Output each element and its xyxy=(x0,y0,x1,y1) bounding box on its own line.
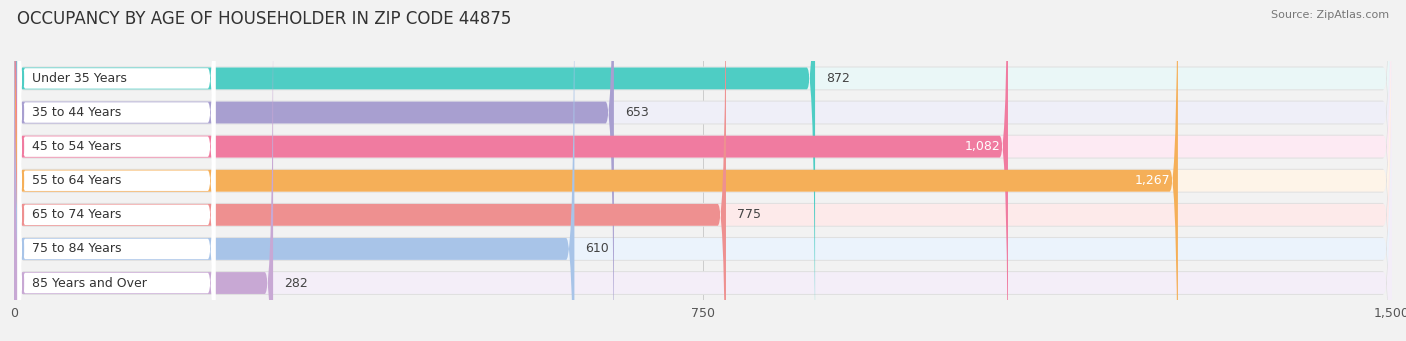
Text: 653: 653 xyxy=(624,106,648,119)
FancyBboxPatch shape xyxy=(14,0,1392,341)
Text: 75 to 84 Years: 75 to 84 Years xyxy=(32,242,122,255)
FancyBboxPatch shape xyxy=(14,0,273,341)
FancyBboxPatch shape xyxy=(14,0,725,341)
Text: 775: 775 xyxy=(737,208,761,221)
FancyBboxPatch shape xyxy=(14,0,1008,341)
FancyBboxPatch shape xyxy=(18,0,215,341)
Text: 55 to 64 Years: 55 to 64 Years xyxy=(32,174,122,187)
FancyBboxPatch shape xyxy=(18,0,215,341)
Text: 65 to 74 Years: 65 to 74 Years xyxy=(32,208,122,221)
FancyBboxPatch shape xyxy=(14,0,1392,341)
FancyBboxPatch shape xyxy=(14,0,1392,341)
Text: 45 to 54 Years: 45 to 54 Years xyxy=(32,140,122,153)
Text: 610: 610 xyxy=(585,242,609,255)
FancyBboxPatch shape xyxy=(14,0,1392,341)
FancyBboxPatch shape xyxy=(14,0,1392,341)
Text: 282: 282 xyxy=(284,277,308,290)
FancyBboxPatch shape xyxy=(14,0,1178,341)
FancyBboxPatch shape xyxy=(14,0,575,341)
FancyBboxPatch shape xyxy=(14,0,1392,341)
Text: OCCUPANCY BY AGE OF HOUSEHOLDER IN ZIP CODE 44875: OCCUPANCY BY AGE OF HOUSEHOLDER IN ZIP C… xyxy=(17,10,512,28)
Text: 1,082: 1,082 xyxy=(965,140,1001,153)
FancyBboxPatch shape xyxy=(14,0,1392,341)
Text: Source: ZipAtlas.com: Source: ZipAtlas.com xyxy=(1271,10,1389,20)
FancyBboxPatch shape xyxy=(14,0,1392,341)
FancyBboxPatch shape xyxy=(14,0,1392,341)
FancyBboxPatch shape xyxy=(18,0,215,341)
FancyBboxPatch shape xyxy=(14,0,1392,341)
FancyBboxPatch shape xyxy=(14,0,815,341)
FancyBboxPatch shape xyxy=(14,0,1392,341)
FancyBboxPatch shape xyxy=(14,0,1392,341)
Text: Under 35 Years: Under 35 Years xyxy=(32,72,128,85)
FancyBboxPatch shape xyxy=(18,0,215,341)
Text: 35 to 44 Years: 35 to 44 Years xyxy=(32,106,122,119)
FancyBboxPatch shape xyxy=(18,0,215,341)
FancyBboxPatch shape xyxy=(18,20,215,341)
FancyBboxPatch shape xyxy=(14,0,1392,341)
Text: 872: 872 xyxy=(827,72,851,85)
FancyBboxPatch shape xyxy=(14,0,1392,341)
Text: 85 Years and Over: 85 Years and Over xyxy=(32,277,148,290)
FancyBboxPatch shape xyxy=(18,0,215,341)
FancyBboxPatch shape xyxy=(14,0,614,341)
Text: 1,267: 1,267 xyxy=(1135,174,1171,187)
